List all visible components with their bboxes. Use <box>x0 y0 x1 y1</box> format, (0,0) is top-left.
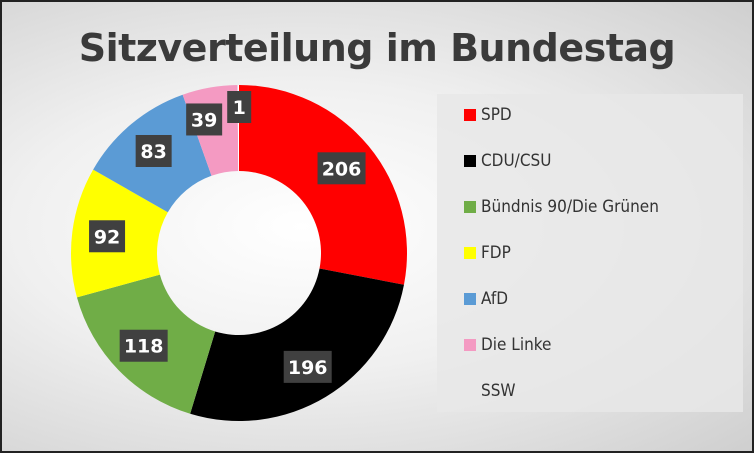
data-label-box <box>317 152 366 185</box>
data-label-text: 92 <box>94 226 120 248</box>
data-label-box <box>186 103 223 136</box>
data-label-box <box>119 329 168 362</box>
legend-swatch <box>464 155 476 167</box>
legend-swatch <box>464 201 476 213</box>
chart-title: Sitzverteilung im Bundestag <box>78 26 676 70</box>
data-label-box <box>89 220 126 253</box>
data-label-text: 39 <box>191 109 217 131</box>
legend-swatch <box>464 385 476 397</box>
legend-swatch <box>464 109 476 121</box>
data-label-box <box>227 91 252 124</box>
legend-label: Bündnis 90/Die Grünen <box>481 197 659 217</box>
data-label: 1 <box>227 91 252 124</box>
data-label-box <box>135 134 172 167</box>
data-label: 118 <box>119 329 168 362</box>
legend-label: Die Linke <box>481 335 552 355</box>
legend-label: AfD <box>481 289 509 309</box>
donut-slice <box>239 85 408 285</box>
legend-label: SPD <box>481 105 512 125</box>
legend-item: FDP <box>464 243 511 263</box>
data-label-text: 1 <box>233 97 246 119</box>
legend-swatch <box>464 339 476 351</box>
legend: SPD CDU/CSU Bündnis 90/Die Grünen FDP AfD Die… <box>437 94 743 412</box>
legend-item: SSW <box>464 381 516 401</box>
legend-swatch <box>464 247 476 259</box>
data-label-text: 118 <box>124 336 164 358</box>
data-label: 83 <box>135 134 172 167</box>
legend-item: AfD <box>464 289 508 309</box>
legend-item: Die Linke <box>464 335 551 355</box>
legend-label: FDP <box>481 243 511 263</box>
legend-label: CDU/CSU <box>481 151 552 171</box>
data-label-text: 83 <box>140 141 166 163</box>
data-label: 92 <box>89 220 126 253</box>
legend-item: Bündnis 90/Die Grünen <box>464 197 659 217</box>
data-label-text: 206 <box>322 158 362 180</box>
legend-label: SSW <box>481 381 516 401</box>
legend-swatch <box>464 293 476 305</box>
data-label: 39 <box>186 103 223 136</box>
legend-item: CDU/CSU <box>464 151 551 171</box>
data-label: 196 <box>283 350 332 383</box>
data-label-box <box>283 350 332 383</box>
data-label-text: 196 <box>288 357 328 379</box>
legend-item: SPD <box>464 105 512 125</box>
data-label: 206 <box>317 152 366 185</box>
donut-slice <box>190 268 404 421</box>
